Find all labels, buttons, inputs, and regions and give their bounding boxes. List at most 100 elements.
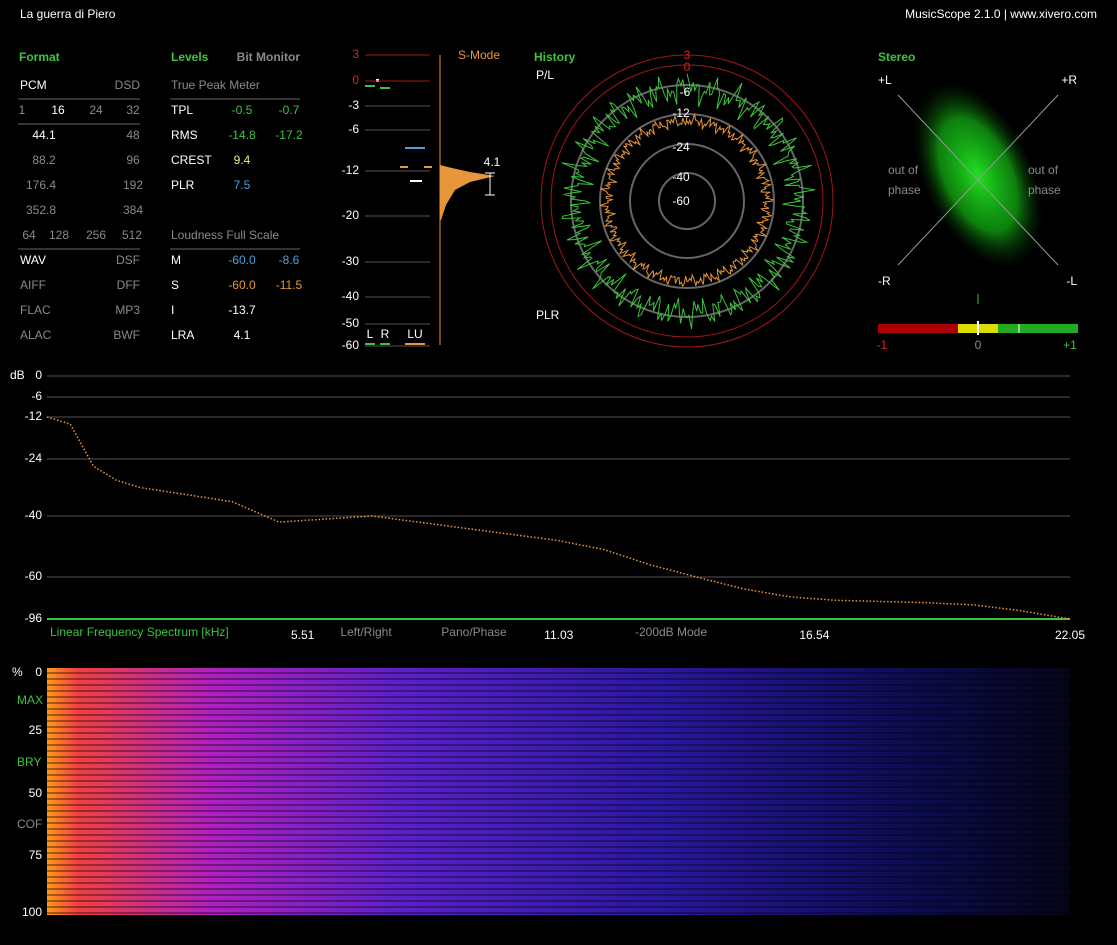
history-trace-loudness	[561, 73, 815, 330]
view-button[interactable]: -200dB Mode	[635, 625, 707, 639]
label: M	[171, 253, 181, 267]
label: TPL	[171, 103, 193, 117]
meter-scale-label: -60	[342, 338, 360, 352]
y-tick-label: -6	[31, 389, 42, 403]
label: True Peak Meter	[171, 78, 260, 92]
app-name: MusicScope 2.1.0 | www.xivero.com	[905, 7, 1097, 21]
label: -8.6	[279, 253, 300, 267]
section-title: Format	[19, 50, 60, 64]
label: FLAC	[20, 303, 51, 317]
view-button[interactable]: Pano/Phase	[441, 625, 507, 639]
label: +L	[878, 73, 892, 87]
meter-scale-label: -3	[348, 98, 359, 112]
label: 352.8	[26, 203, 56, 217]
label: S	[171, 278, 179, 292]
label: -R	[878, 274, 891, 288]
label: -60.0	[228, 278, 256, 292]
y-tick-label: -96	[25, 611, 43, 625]
history-trace-plr	[599, 113, 774, 288]
label: 16	[51, 103, 65, 117]
meter-scale-label: -40	[342, 289, 360, 303]
ring-label: -24	[672, 140, 690, 154]
ring-label: 3	[684, 48, 691, 62]
label: -L	[1066, 274, 1077, 288]
x-tick-label: 11.03	[544, 628, 573, 642]
stereo-scope	[878, 81, 1078, 335]
mode-toggle[interactable]: S-Mode	[458, 48, 500, 62]
label: 44.1	[32, 128, 56, 142]
label: BWF	[113, 328, 140, 342]
label: PCM	[20, 78, 47, 92]
label: -11.5	[276, 278, 303, 292]
spectrogram-label: MAX	[17, 693, 43, 707]
label: R	[381, 327, 390, 341]
label: 9.4	[234, 153, 251, 167]
spectrogram-label: 25	[29, 723, 43, 737]
spectrogram-label: COF	[17, 817, 42, 831]
section-title: History	[534, 50, 576, 64]
label: ALAC	[20, 328, 52, 342]
label: -17.2	[275, 128, 303, 142]
label: LRA	[171, 328, 194, 342]
label: PLR	[536, 308, 560, 322]
spectrogram-label: 75	[29, 848, 43, 862]
history-rings	[540, 54, 834, 348]
spectrogram	[47, 668, 1070, 915]
label: P/L	[536, 68, 554, 82]
spectrogram-label: 0	[35, 665, 42, 679]
label: CREST	[171, 153, 212, 167]
y-tick-label: -40	[25, 508, 43, 522]
label: PLR	[171, 178, 195, 192]
label: out of	[888, 163, 919, 177]
ring-label: -40	[672, 170, 690, 184]
y-tick-label: -60	[25, 569, 43, 583]
ring-label: 0	[684, 60, 691, 74]
label: +1	[1063, 338, 1077, 352]
label: phase	[1028, 183, 1061, 197]
spectrum-line	[46, 416, 1071, 620]
meter-frame	[365, 55, 495, 345]
meter-scale-label: -20	[342, 208, 360, 222]
label: -0.5	[232, 103, 253, 117]
view-button[interactable]: Left/Right	[340, 625, 392, 639]
label: 96	[126, 153, 140, 167]
spectrogram-label: 100	[22, 905, 42, 919]
label: phase	[888, 183, 921, 197]
meter-scale-label: 0	[352, 73, 359, 87]
label: 4.1	[484, 155, 501, 169]
meter-scale-label: -6	[348, 122, 359, 136]
label: +R	[1061, 73, 1077, 87]
label: RMS	[171, 128, 198, 142]
label: 4.1	[234, 328, 251, 342]
label: DFF	[117, 278, 140, 292]
spectrogram-label: 50	[29, 786, 43, 800]
label: -60.0	[228, 253, 256, 267]
label: 0	[975, 338, 982, 352]
label: 48	[126, 128, 140, 142]
axis-title: Linear Frequency Spectrum [kHz]	[50, 625, 229, 639]
label: MP3	[115, 303, 140, 317]
label: DSD	[115, 78, 141, 92]
y-tick-label: -12	[25, 409, 43, 423]
label: 384	[123, 203, 143, 217]
label: dB	[10, 368, 25, 382]
label: 512	[122, 228, 142, 242]
label: -0.7	[279, 103, 300, 117]
bit-monitor-tab: Bit Monitor	[237, 50, 301, 64]
spectrogram-label: BRY	[17, 755, 41, 769]
track-title: La guerra di Piero	[20, 7, 116, 21]
meter-scale-label: -30	[342, 254, 360, 268]
label: 192	[123, 178, 143, 192]
label: 1	[19, 103, 26, 117]
label: WAV	[20, 253, 46, 267]
label: 256	[86, 228, 106, 242]
label: 64	[22, 228, 36, 242]
label: L	[367, 327, 374, 341]
spectrogram-label: %	[12, 665, 23, 679]
label: -14.8	[228, 128, 256, 142]
x-tick-label: 5.51	[291, 628, 315, 642]
meter-scale-label: -50	[342, 316, 360, 330]
label: 176.4	[26, 178, 56, 192]
y-tick-label: -24	[25, 451, 43, 465]
label: 7.5	[234, 178, 251, 192]
